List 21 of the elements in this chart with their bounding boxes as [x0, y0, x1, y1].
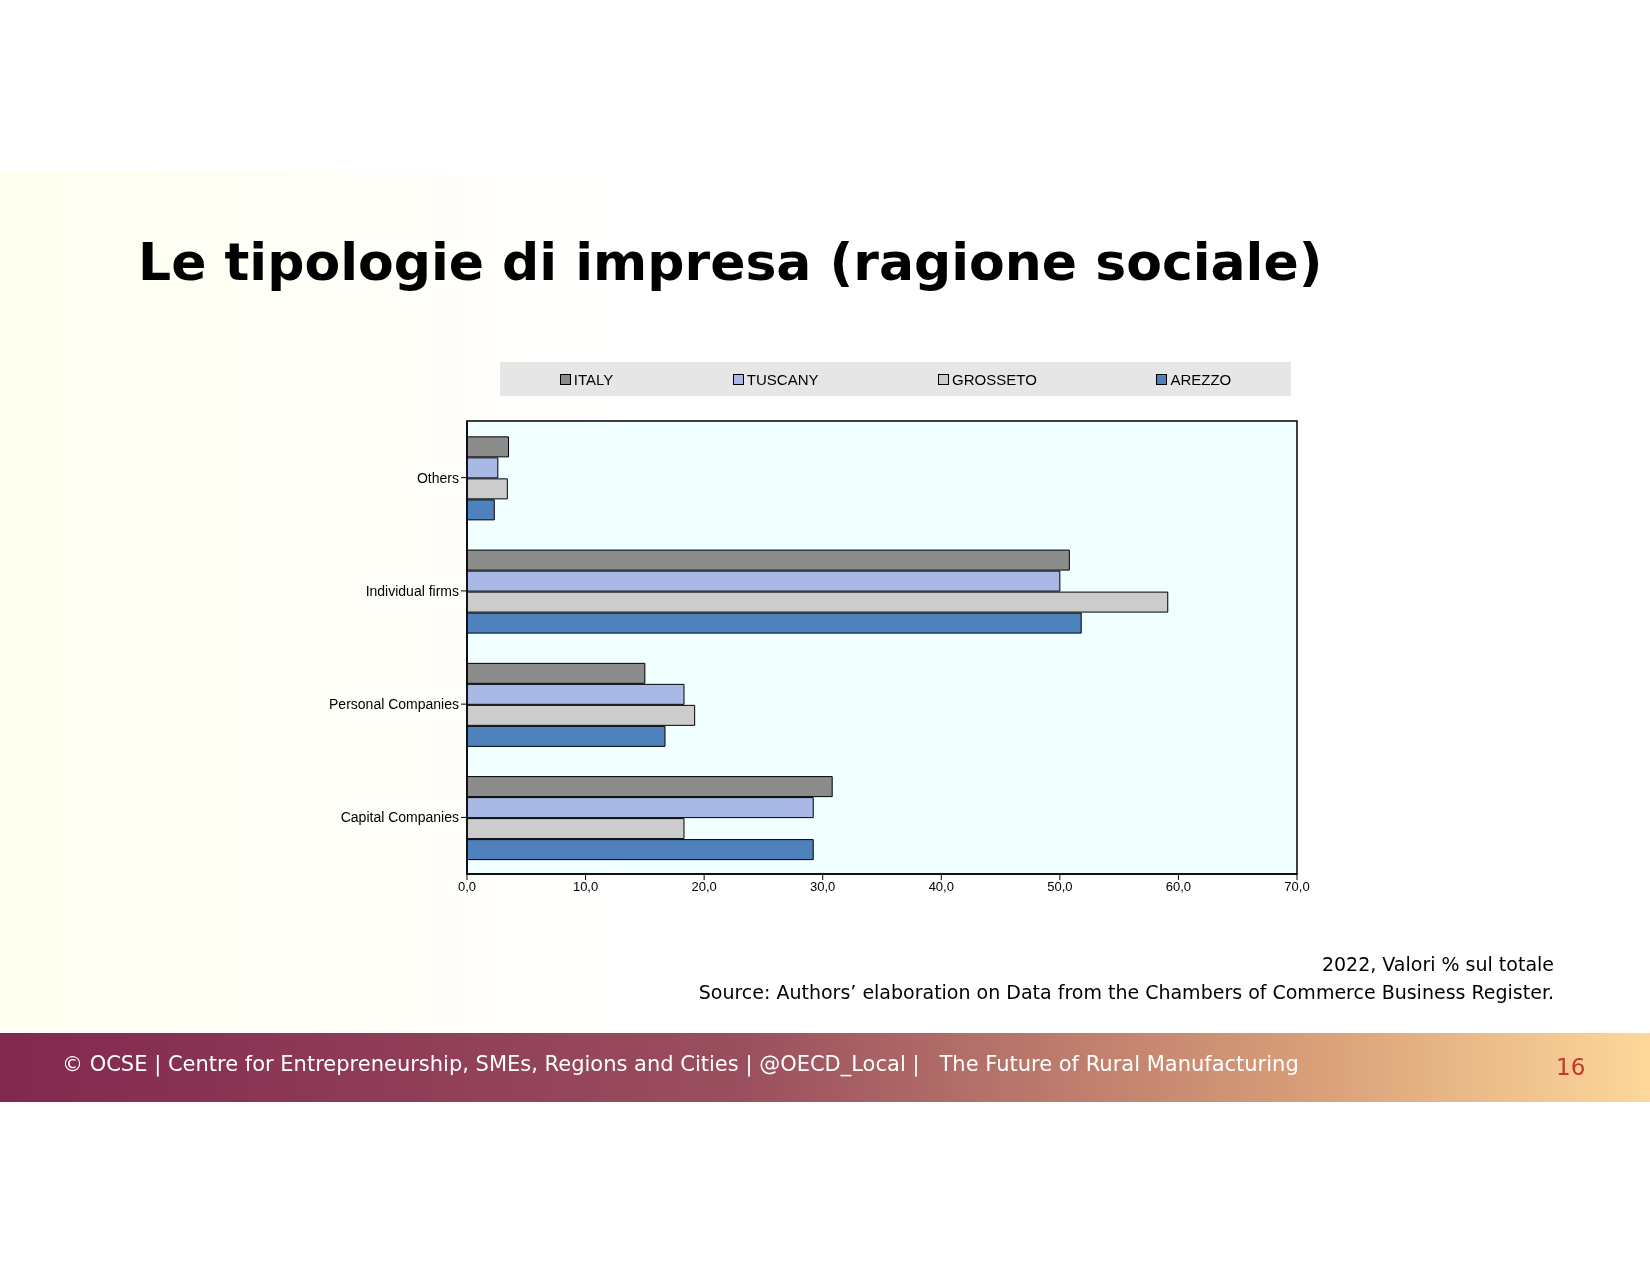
- legend-label: GROSSETO: [951, 370, 1037, 388]
- text: 16: [1556, 1054, 1586, 1080]
- y-tick-label: Personal Companies: [329, 696, 459, 713]
- source-note: Source: Authors’ elaboration on Data from the Chambers of Commerce Business Register.: [697, 980, 1554, 1005]
- x-tick-label: 0,0: [457, 879, 477, 895]
- y-tick-label: Capital Companies: [340, 809, 459, 826]
- x-tick-label: 50,0: [1047, 879, 1073, 895]
- x-tick-label: 20,0: [691, 879, 717, 895]
- chart-title: Le tipologie di impresa (ragione sociale): [138, 232, 1323, 292]
- x-tick-label: 10,0: [572, 879, 599, 895]
- x-tick-label: 30,0: [810, 879, 836, 895]
- legend-label: ITALY: [572, 370, 614, 388]
- y-tick-label: Others: [416, 469, 459, 486]
- y-tick-label: Individual firms: [365, 582, 459, 599]
- text: © OCSE | Centre for Entrepreneurship, SMEs, Regions and Cities | @OECD_Local | The Future of Rural Manufacturing: [62, 1052, 1299, 1076]
- legend-label: AREZZO: [1169, 370, 1232, 388]
- text: 2022, Valori % sul totale: [1320, 952, 1554, 977]
- x-tick-label: 40,0: [928, 879, 954, 895]
- legend-label: TUSCANY: [745, 370, 819, 388]
- x-tick-label: 70,0: [1284, 879, 1310, 895]
- x-tick-label: 60,0: [1165, 879, 1192, 895]
